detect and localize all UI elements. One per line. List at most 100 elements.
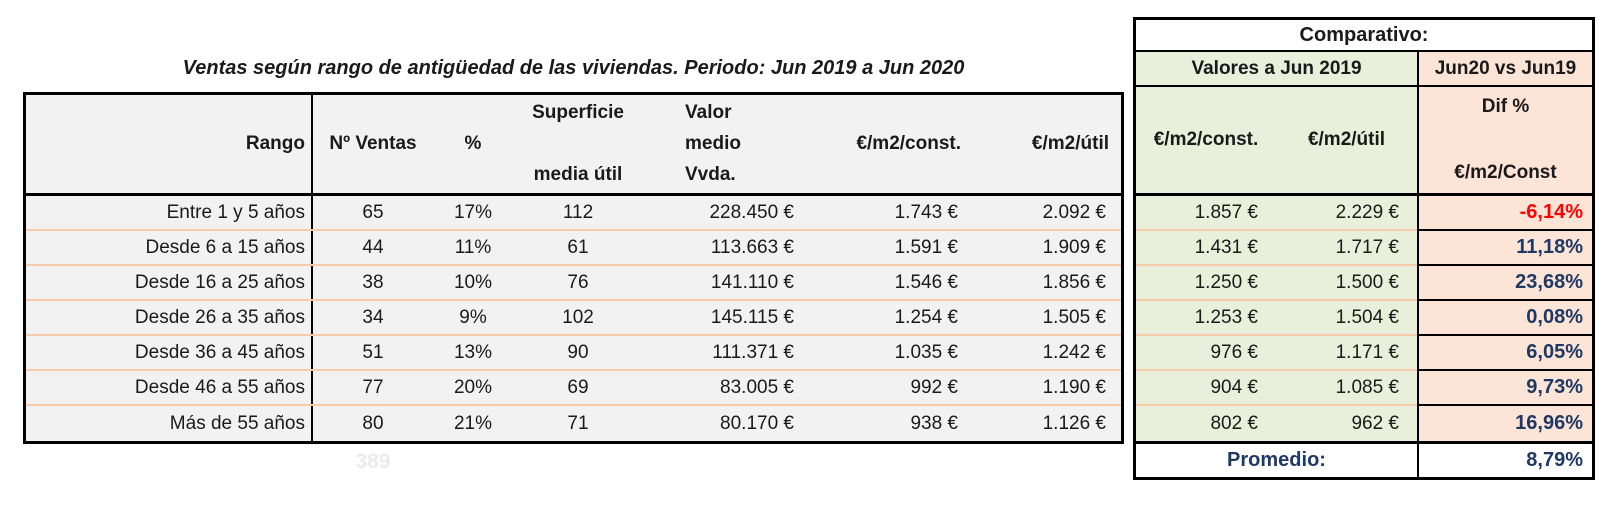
cell-valor-medio: 83.005 € — [720, 376, 794, 398]
cell-eur-m2-util: 1.190 € — [1042, 376, 1106, 398]
cell-dif-pct: 0,08% — [1417, 301, 1592, 336]
header-rango: Rango — [26, 95, 313, 193]
header-superficie: Superficie media útil — [513, 95, 643, 193]
cell-n-ventas: 38 — [362, 271, 384, 293]
cell-util-2019: 1.717 € — [1276, 231, 1417, 266]
cell-superficie: 61 — [567, 236, 589, 258]
faint-total-ventas: 389 — [355, 450, 391, 473]
comparative-title: Comparativo: — [1136, 20, 1592, 52]
table-row-desde-16-25: Desde 16 a 25 años 38 10% 76 141.110 € 1… — [26, 266, 1121, 301]
cell-eur-m2-const: 1.591 € — [894, 236, 958, 258]
cell-valor-medio: 141.110 € — [710, 271, 794, 293]
main-table: Rango Nº Ventas % Superficie media útil … — [23, 92, 1124, 444]
header-valor-line2: medio — [685, 133, 741, 154]
cell-n-ventas: 65 — [362, 201, 384, 223]
cell-util-2019: 1.500 € — [1276, 266, 1417, 301]
cell-valor-medio: 228.450 € — [709, 201, 794, 223]
cell-superficie: 76 — [567, 271, 589, 293]
header-superficie-line1: Superficie — [532, 102, 624, 123]
header-valor-line1: Valor — [685, 102, 732, 123]
cell-const-2019: 904 € — [1136, 371, 1276, 406]
header-dif-line2: €/m2/Const — [1454, 162, 1557, 183]
cell-rango: Desde 16 a 25 años — [26, 266, 313, 299]
table-row-entre-1-5: Entre 1 y 5 años 65 17% 112 228.450 € 1.… — [26, 196, 1121, 231]
cell-eur-m2-util: 1.126 € — [1042, 412, 1106, 434]
cell-const-2019: 1.253 € — [1136, 301, 1276, 336]
cell-rango: Más de 55 años — [26, 406, 313, 441]
cell-rango: Entre 1 y 5 años — [26, 196, 313, 229]
cell-util-2019: 962 € — [1276, 406, 1417, 441]
cell-rango: Desde 26 a 35 años — [26, 301, 313, 334]
cell-util-2019: 1.504 € — [1276, 301, 1417, 336]
header-n-ventas: Nº Ventas — [313, 95, 433, 193]
comparative-row: 1.857 € 2.229 € -6,14% — [1136, 196, 1592, 231]
cell-dif-pct: 11,18% — [1417, 231, 1592, 266]
comparative-row: 1.250 € 1.500 € 23,68% — [1136, 266, 1592, 301]
table-row-desde-26-35: Desde 26 a 35 años 34 9% 102 145.115 € 1… — [26, 301, 1121, 336]
cell-superficie: 69 — [567, 376, 589, 398]
cell-eur-m2-const: 992 € — [910, 376, 958, 398]
cell-eur-m2-const: 938 € — [910, 412, 958, 434]
comparative-table: Comparativo: Valores a Jun 2019 Jun20 vs… — [1133, 17, 1595, 480]
cell-pct: 13% — [453, 341, 493, 363]
promedio-label: Promedio: — [1227, 449, 1326, 471]
cell-const-2019: 976 € — [1136, 336, 1276, 371]
comparative-row: 802 € 962 € 16,96% — [1136, 406, 1592, 441]
header-superficie-line2: media útil — [533, 164, 623, 185]
comparative-row: 1.431 € 1.717 € 11,18% — [1136, 231, 1592, 266]
cell-superficie: 112 — [562, 201, 594, 223]
cell-superficie: 102 — [562, 306, 594, 328]
cell-rango: Desde 36 a 45 años — [26, 336, 313, 369]
comparative-row: 904 € 1.085 € 9,73% — [1136, 371, 1592, 406]
cell-util-2019: 1.085 € — [1276, 371, 1417, 406]
header-pct-label: % — [464, 133, 482, 154]
cell-pct: 20% — [453, 376, 493, 398]
report-title: Ventas según rango de antigüedad de las … — [182, 57, 965, 79]
cell-const-2019: 802 € — [1136, 406, 1276, 441]
cell-dif-pct: -6,14% — [1417, 196, 1592, 231]
header-n-ventas-label: Nº Ventas — [329, 133, 417, 154]
main-header-row: Rango Nº Ventas % Superficie media útil … — [26, 95, 1121, 196]
comparative-row: 1.253 € 1.504 € 0,08% — [1136, 301, 1592, 336]
cell-eur-m2-util: 2.092 € — [1042, 201, 1106, 223]
comparative-group-row: Valores a Jun 2019 Jun20 vs Jun19 — [1136, 52, 1592, 87]
cell-eur-m2-util: 1.909 € — [1042, 236, 1106, 258]
cell-eur-m2-const: 1.743 € — [894, 201, 958, 223]
cell-n-ventas: 34 — [362, 306, 384, 328]
header-eur-m2-util: €/m2/útil — [973, 95, 1121, 193]
table-row-mas-55: Más de 55 años 80 21% 71 80.170 € 938 € … — [26, 406, 1121, 441]
header-valor-medio: Valor medio Vvda. — [643, 95, 818, 193]
header-valor-line3: Vvda. — [685, 164, 736, 185]
cell-n-ventas: 51 — [362, 341, 384, 363]
cell-util-2019: 1.171 € — [1276, 336, 1417, 371]
header-pct: % — [433, 95, 513, 193]
header-eur-m2-util-label: €/m2/útil — [1031, 133, 1109, 154]
cell-util-2019: 2.229 € — [1276, 196, 1417, 231]
cell-const-2019: 1.431 € — [1136, 231, 1276, 266]
cell-dif-pct: 23,68% — [1417, 266, 1592, 301]
cell-dif-pct: 9,73% — [1417, 371, 1592, 406]
group-jun20-vs-jun19: Jun20 vs Jun19 — [1417, 52, 1592, 85]
cell-const-2019: 1.250 € — [1136, 266, 1276, 301]
cell-superficie: 90 — [567, 341, 589, 363]
table-row-desde-46-55: Desde 46 a 55 años 77 20% 69 83.005 € 99… — [26, 371, 1121, 406]
header-eur-m2-const: €/m2/const. — [818, 95, 973, 193]
cell-n-ventas: 44 — [362, 236, 384, 258]
cell-eur-m2-util: 1.856 € — [1042, 271, 1106, 293]
cell-superficie: 71 — [567, 412, 589, 434]
table-row-desde-6-15: Desde 6 a 15 años 44 11% 61 113.663 € 1.… — [26, 231, 1121, 266]
header-dif-pct: Dif % €/m2/Const — [1417, 87, 1592, 193]
cell-n-ventas: 80 — [362, 412, 384, 434]
cell-eur-m2-util: 1.505 € — [1042, 306, 1106, 328]
header-dif-line1: Dif % — [1481, 96, 1530, 117]
cell-eur-m2-const: 1.035 € — [894, 341, 958, 363]
promedio-value: 8,79% — [1417, 444, 1592, 477]
cell-pct: 10% — [453, 271, 493, 293]
table-row-desde-36-45: Desde 36 a 45 años 51 13% 90 111.371 € 1… — [26, 336, 1121, 371]
cell-valor-medio: 80.170 € — [720, 412, 794, 434]
cell-valor-medio: 111.371 € — [712, 341, 794, 363]
header-comp-eur-m2-const: €/m2/const. — [1136, 87, 1276, 193]
cell-pct: 9% — [459, 306, 487, 328]
cell-valor-medio: 145.115 € — [710, 306, 794, 328]
